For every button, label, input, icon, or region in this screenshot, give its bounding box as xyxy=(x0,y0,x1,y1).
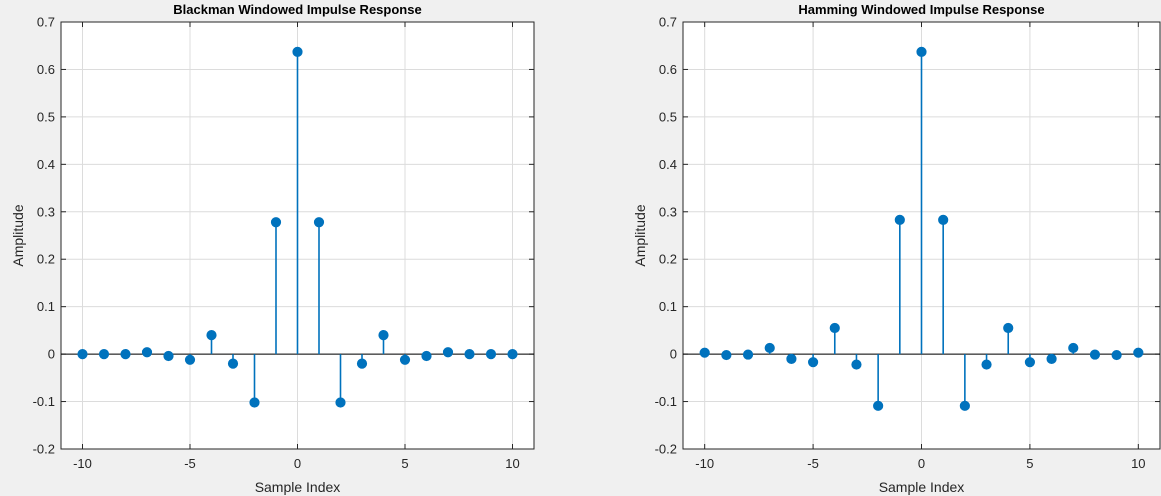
stem-marker xyxy=(938,214,949,225)
x-tick-label: 0 xyxy=(294,456,301,471)
y-axis-label: Amplitude xyxy=(10,204,26,266)
stem-marker xyxy=(485,349,497,360)
x-tick-label: -10 xyxy=(695,456,714,471)
y-tick-label: -0.2 xyxy=(33,442,55,457)
stem-marker xyxy=(421,350,432,362)
y-tick-label: 0.4 xyxy=(659,157,677,172)
y-tick-label: 0 xyxy=(670,347,677,362)
y-tick-label: 0.4 xyxy=(37,157,55,172)
chart-title: Hamming Windowed Impulse Response xyxy=(798,2,1044,17)
x-tick-label: -10 xyxy=(73,456,92,471)
x-tick-label: 0 xyxy=(918,456,925,471)
y-tick-label: 0.6 xyxy=(37,62,55,77)
stem-marker xyxy=(227,358,239,369)
stem-marker xyxy=(163,350,174,362)
stem-marker xyxy=(894,214,905,225)
stem-marker xyxy=(699,347,710,358)
y-tick-label: -0.2 xyxy=(655,442,677,457)
stem-marker xyxy=(378,330,389,341)
stem-marker xyxy=(916,46,927,57)
stem-marker xyxy=(1068,342,1079,354)
y-tick-label: 0.5 xyxy=(659,109,677,124)
y-tick-label: 0.3 xyxy=(659,204,677,219)
y-tick-label: -0.1 xyxy=(655,394,677,409)
stem-marker xyxy=(829,322,840,334)
blackman-chart: -10 -5 0 5 10 -0.2 -0.1 0 0.1 0.2 0.3 0.4 0.5 0.6 0.7 B… xyxy=(10,2,535,495)
y-tick-label: -0.1 xyxy=(33,394,55,409)
stem-marker xyxy=(959,400,970,411)
stem-marker xyxy=(464,349,475,360)
stem-marker xyxy=(981,359,992,370)
y-tick-label: 0.1 xyxy=(37,299,55,314)
stem-marker xyxy=(786,353,797,364)
stem-marker xyxy=(206,330,217,341)
stem-marker xyxy=(742,349,754,360)
x-tick-label: -5 xyxy=(184,456,196,471)
stem-marker xyxy=(1111,349,1122,361)
stem-marker xyxy=(77,349,88,360)
y-tick-label: 0.1 xyxy=(659,299,677,314)
stem-marker xyxy=(1003,322,1014,334)
stem-marker xyxy=(399,354,411,365)
y-tick-label: 0.6 xyxy=(659,62,677,77)
stem-marker xyxy=(1024,357,1036,368)
stem-marker xyxy=(764,342,775,354)
stem-marker xyxy=(873,400,884,411)
stem-marker xyxy=(184,354,196,365)
stem-marker xyxy=(249,397,260,408)
y-tick-label: 0.2 xyxy=(659,252,677,267)
x-tick-label: 10 xyxy=(1131,456,1145,471)
stem-marker xyxy=(721,349,732,361)
stem-marker xyxy=(1089,349,1101,360)
stem-marker xyxy=(507,349,518,360)
stem-marker xyxy=(851,359,862,370)
stem-marker xyxy=(141,347,153,358)
x-tick-label: 10 xyxy=(505,456,519,471)
y-tick-label: 0 xyxy=(48,347,55,362)
x-tick-label: 5 xyxy=(401,456,408,471)
chart-title: Blackman Windowed Impulse Response xyxy=(173,2,421,17)
x-axis-label: Sample Index xyxy=(255,479,341,495)
y-tick-label: 0.7 xyxy=(659,15,677,30)
y-tick-label: 0.5 xyxy=(37,109,55,124)
hamming-chart: -10 -5 0 5 10 -0.2 -0.1 0 0.1 0.2 0.3 0.4 0.5 0.6 0.7 H… xyxy=(632,2,1161,495)
x-tick-label: 5 xyxy=(1026,456,1033,471)
stem-marker xyxy=(120,349,131,360)
stem-marker xyxy=(292,46,303,57)
y-tick-label: 0.2 xyxy=(37,252,55,267)
stem-marker xyxy=(313,217,325,228)
stem-marker xyxy=(270,217,282,228)
stem-marker xyxy=(807,357,819,368)
stem-marker xyxy=(98,349,110,360)
stem-marker xyxy=(1046,353,1057,364)
y-tick-label: 0.3 xyxy=(37,204,55,219)
y-axis-label: Amplitude xyxy=(632,204,648,266)
stem-marker xyxy=(335,397,346,408)
y-tick-label: 0.7 xyxy=(37,15,55,30)
stem-marker xyxy=(356,358,368,369)
stem-marker xyxy=(442,347,454,358)
x-tick-label: -5 xyxy=(807,456,819,471)
stem-marker xyxy=(1133,347,1144,358)
x-axis-label: Sample Index xyxy=(879,479,965,495)
